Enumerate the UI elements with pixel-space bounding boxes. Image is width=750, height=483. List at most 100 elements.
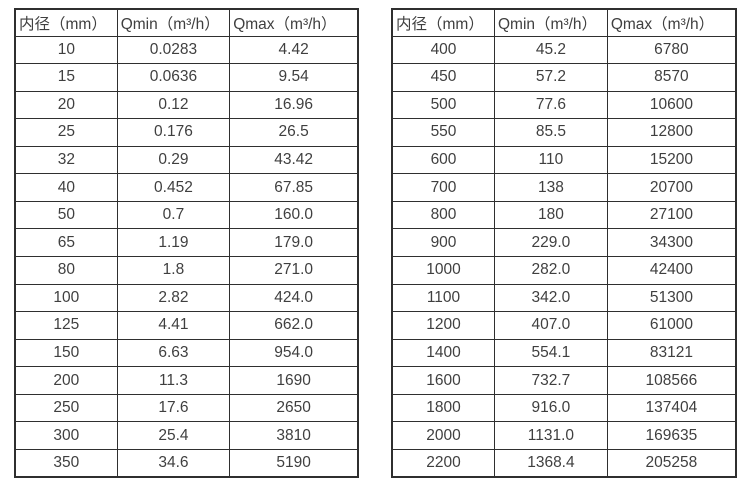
- table-cell: 137404: [606, 393, 737, 423]
- table-cell: 1600: [391, 366, 495, 395]
- table-row: 50 0.7 160.0: [14, 200, 359, 230]
- table-cell: 350: [14, 448, 118, 478]
- table-cell: 25.4: [116, 421, 231, 450]
- table-row: 10 0.0283 4.42: [14, 35, 359, 65]
- table-cell: 500: [391, 90, 495, 120]
- table-cell: 65: [14, 228, 118, 257]
- table-cell: 179.0: [229, 228, 359, 257]
- table-cell: 17.6: [116, 393, 231, 423]
- table-cell: 554.1: [494, 338, 608, 368]
- table-cell: 0.452: [116, 173, 231, 202]
- table-cell: 180: [494, 200, 608, 230]
- table-cell: 15200: [606, 145, 737, 175]
- table-cell: 954.0: [229, 338, 359, 368]
- column-header: Qmax（m³/h）: [229, 8, 359, 37]
- table-row: 450 57.2 8570: [391, 63, 737, 92]
- table-cell: 400: [391, 35, 495, 65]
- table-cell: 1000: [391, 256, 495, 285]
- table-cell: 160.0: [229, 200, 359, 230]
- table-header-row: 内径（mm） Qmin（m³/h） Qmax（m³/h）: [14, 8, 359, 37]
- table-cell: 1690: [229, 366, 359, 395]
- table-cell: 916.0: [494, 393, 608, 423]
- table-cell: 2000: [391, 421, 495, 450]
- table-cell: 12800: [606, 118, 737, 147]
- table-cell: 125: [14, 311, 118, 340]
- table-cell: 50: [14, 200, 118, 230]
- table-cell: 450: [391, 63, 495, 92]
- table-cell: 2.82: [116, 283, 231, 313]
- table-cell: 20700: [606, 173, 737, 202]
- table-row: 300 25.4 3810: [14, 421, 359, 450]
- table-cell: 40: [14, 173, 118, 202]
- table-cell: 1.8: [116, 256, 231, 285]
- table-cell: 1800: [391, 393, 495, 423]
- table-cell: 1.19: [116, 228, 231, 257]
- table-row: 1400 554.1 83121: [391, 338, 737, 368]
- table-cell: 20: [14, 90, 118, 120]
- table-cell: 1368.4: [494, 448, 608, 478]
- table-cell: 27100: [606, 200, 737, 230]
- table-cell: 67.85: [229, 173, 359, 202]
- table-cell: 0.29: [116, 145, 231, 175]
- table-cell: 342.0: [494, 283, 608, 313]
- table-cell: 6.63: [116, 338, 231, 368]
- table-row: 250 17.6 2650: [14, 393, 359, 423]
- table-row: 600 110 15200: [391, 145, 737, 175]
- table-cell: 138: [494, 173, 608, 202]
- table-row: 550 85.5 12800: [391, 118, 737, 147]
- table-cell: 2650: [229, 393, 359, 423]
- table-row: 1200 407.0 61000: [391, 311, 737, 340]
- table-cell: 25: [14, 118, 118, 147]
- table-cell: 3810: [229, 421, 359, 450]
- table-cell: 4.41: [116, 311, 231, 340]
- table-cell: 407.0: [494, 311, 608, 340]
- table-row: 65 1.19 179.0: [14, 228, 359, 257]
- table-row: 350 34.6 5190: [14, 448, 359, 478]
- table-cell: 205258: [606, 448, 737, 478]
- table-cell: 32: [14, 145, 118, 175]
- table-cell: 10: [14, 35, 118, 65]
- table-cell: 600: [391, 145, 495, 175]
- column-header: Qmin（m³/h）: [116, 8, 231, 37]
- table-cell: 700: [391, 173, 495, 202]
- table-cell: 34300: [606, 228, 737, 257]
- table-row: 80 1.8 271.0: [14, 256, 359, 285]
- table-cell: 0.176: [116, 118, 231, 147]
- table-cell: 229.0: [494, 228, 608, 257]
- table-row: 32 0.29 43.42: [14, 145, 359, 175]
- table-row: 800 180 27100: [391, 200, 737, 230]
- table-cell: 250: [14, 393, 118, 423]
- table-cell: 1200: [391, 311, 495, 340]
- table-cell: 110: [494, 145, 608, 175]
- table-cell: 42400: [606, 256, 737, 285]
- table-cell: 200: [14, 366, 118, 395]
- column-header: 内径（mm）: [391, 8, 495, 37]
- table-row: 500 77.6 10600: [391, 90, 737, 120]
- table-cell: 424.0: [229, 283, 359, 313]
- table-cell: 300: [14, 421, 118, 450]
- table-row: 200 11.3 1690: [14, 366, 359, 395]
- column-header: 内径（mm）: [14, 8, 118, 37]
- table-row: 1000 282.0 42400: [391, 256, 737, 285]
- table-cell: 51300: [606, 283, 737, 313]
- table-cell: 6780: [606, 35, 737, 65]
- table-cell: 45.2: [494, 35, 608, 65]
- table-cell: 0.7: [116, 200, 231, 230]
- table-row: 400 45.2 6780: [391, 35, 737, 65]
- table-cell: 108566: [606, 366, 737, 395]
- flow-table-large-diameters: 内径（mm） Qmin（m³/h） Qmax（m³/h） 400 45.2 6780 45…: [391, 8, 737, 478]
- table-cell: 34.6: [116, 448, 231, 478]
- table-row: 125 4.41 662.0: [14, 311, 359, 340]
- flow-table-small-diameters: 内径（mm） Qmin（m³/h） Qmax（m³/h） 10 0.0283 4.42 1…: [14, 8, 359, 478]
- table-row: 1100 342.0 51300: [391, 283, 737, 313]
- table-row: 2000 1131.0 169635: [391, 421, 737, 450]
- table-cell: 150: [14, 338, 118, 368]
- table-row: 15 0.0636 9.54: [14, 63, 359, 92]
- table-cell: 80: [14, 256, 118, 285]
- table-cell: 732.7: [494, 366, 608, 395]
- table-row: 900 229.0 34300: [391, 228, 737, 257]
- table-row: 25 0.176 26.5: [14, 118, 359, 147]
- table-cell: 1400: [391, 338, 495, 368]
- table-cell: 8570: [606, 63, 737, 92]
